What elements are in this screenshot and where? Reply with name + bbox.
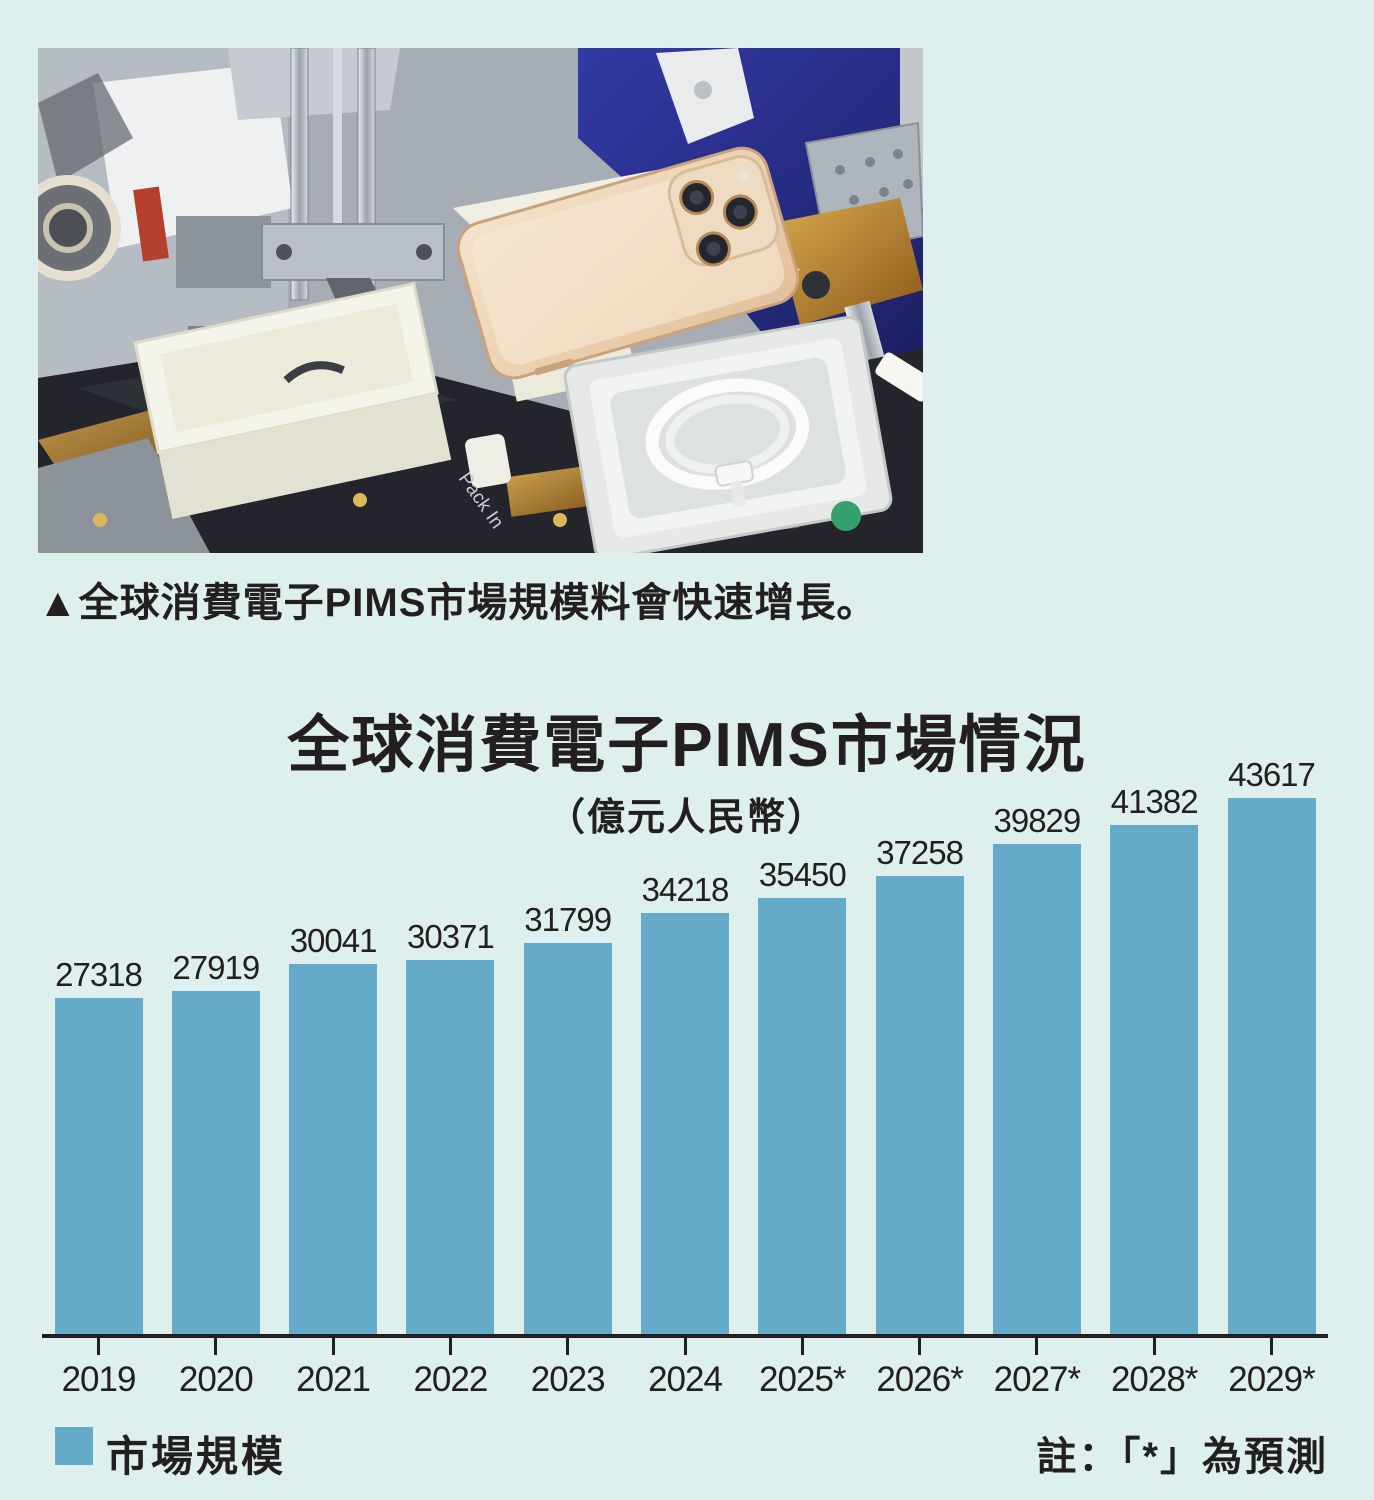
- x-label-2020: 2020: [178, 1360, 254, 1399]
- open-box-fixture: [133, 281, 452, 519]
- bar-2019: [54, 997, 143, 1334]
- gantry-plate: [228, 48, 400, 120]
- bar-2028: [1110, 824, 1199, 1334]
- value-label-2027: 39829: [993, 802, 1082, 840]
- dark-streak: [38, 73, 133, 183]
- bar-2025: [758, 897, 847, 1334]
- axis-tick-2021: [331, 1338, 335, 1355]
- legend-swatch: [55, 1427, 93, 1465]
- axis-tick-2019: [97, 1338, 100, 1355]
- metal-block: [176, 216, 271, 288]
- x-label-2019: 2019: [61, 1360, 137, 1399]
- axis-tick-2022: [448, 1338, 452, 1355]
- value-label-2024: 34218: [641, 871, 730, 909]
- red-tag: [133, 186, 169, 262]
- legend-label: 市場規模: [106, 1433, 287, 1480]
- stage-dots: [835, 149, 913, 205]
- footnote: 註：「*」為預測: [1036, 1435, 1328, 1479]
- bracket-screw-1: [276, 244, 292, 260]
- bar-2022: [406, 960, 495, 1334]
- white-clamp-1: [465, 434, 511, 488]
- assembly-line-photo-illustration: Pack In: [38, 48, 923, 553]
- x-axis-line: [42, 1334, 1328, 1338]
- bar-2020: [171, 990, 260, 1334]
- x-label-2021: 2021: [296, 1360, 371, 1399]
- gray-ramp: [38, 438, 210, 553]
- chart-subtitle: （億元人民幣）: [546, 797, 827, 839]
- chrome-rod-3: [333, 48, 342, 233]
- bar-2023: [523, 942, 612, 1334]
- value-label-2020: 27919: [172, 948, 260, 986]
- camera-flash: [736, 170, 749, 183]
- x-label-2026: 2026*: [876, 1360, 963, 1399]
- value-label-2025: 35450: [758, 855, 847, 893]
- axis-tick-2024: [683, 1338, 687, 1355]
- white-sticker: [875, 352, 923, 402]
- bar-2027: [992, 844, 1081, 1334]
- x-label-2024: 2024: [648, 1360, 723, 1399]
- assembly-line-photo: Pack In: [38, 48, 923, 553]
- value-label-2022: 30371: [407, 918, 495, 956]
- value-label-2019: 27318: [55, 955, 143, 993]
- x-label-2025: 2025*: [759, 1360, 846, 1399]
- photo-caption: ▲全球消費電子PIMS市場規模料會快速增長。: [38, 581, 878, 625]
- axis-tick-2026: [918, 1338, 922, 1355]
- axis-tick-2023: [566, 1338, 570, 1355]
- value-label-2023: 31799: [524, 900, 612, 938]
- x-label-2029: 2029*: [1228, 1360, 1315, 1399]
- axis-tick-2027: [1035, 1338, 1039, 1355]
- x-label-2028: 2028*: [1110, 1360, 1198, 1399]
- value-label-2029: 43617: [1228, 755, 1316, 793]
- axis-tick-2028: [1152, 1338, 1156, 1355]
- value-label-2028: 41382: [1110, 782, 1199, 820]
- cable-tray: [563, 315, 893, 553]
- chart-title: 全球消費電子PIMS市場情況: [287, 711, 1087, 780]
- value-label-2026: 37258: [876, 833, 964, 871]
- bracket-hole: [694, 81, 712, 99]
- value-label-2021: 30041: [289, 922, 378, 960]
- gantry-bracket: [261, 223, 445, 281]
- lens-ring-inner: [43, 203, 93, 253]
- phone-port: [534, 358, 574, 376]
- x-label-2027: 2027*: [993, 1360, 1081, 1399]
- x-label-2022: 2022: [413, 1360, 488, 1399]
- axis-tick-2025: [800, 1338, 804, 1355]
- green-sticker: [831, 501, 861, 531]
- cable-plug: [730, 480, 746, 508]
- bracket-screw-2: [416, 244, 432, 260]
- bar-2029: [1227, 797, 1316, 1334]
- axis-tick-2029: [1270, 1338, 1273, 1355]
- x-label-2023: 2023: [530, 1360, 606, 1399]
- bolt-1: [802, 271, 830, 299]
- gold-iphone: [456, 146, 800, 380]
- bar-2026: [875, 875, 964, 1334]
- camera-lenses: [679, 170, 758, 267]
- bar-2024: [641, 913, 729, 1334]
- bar-2021: [289, 964, 378, 1334]
- axis-tick-2020: [214, 1338, 218, 1355]
